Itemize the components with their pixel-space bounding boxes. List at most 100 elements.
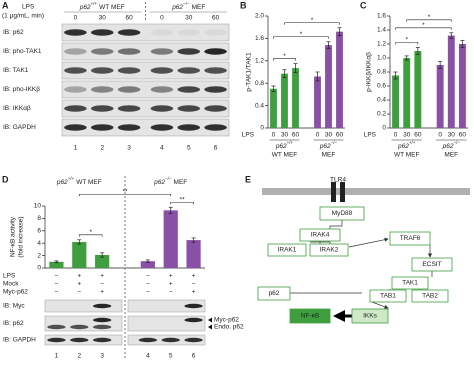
node-label: IRAK2 — [320, 247, 339, 254]
band — [150, 86, 174, 93]
gene: p62 — [319, 143, 331, 150]
band — [177, 86, 201, 93]
condition-value: + — [100, 289, 104, 296]
significance-bracket — [273, 58, 296, 61]
panel-label: E — [245, 174, 251, 184]
gene: p62 — [442, 143, 454, 150]
band — [204, 67, 227, 74]
group-subtitle: WT MEF — [99, 4, 125, 11]
blot-row-label: IB: GAPDH — [3, 124, 36, 131]
group-subtitle: WT MEF — [272, 152, 298, 159]
significance-bracket — [395, 27, 452, 30]
bar — [403, 58, 411, 128]
band-label: Myc-p62 — [214, 317, 239, 324]
gene: p62 — [56, 179, 68, 186]
y-tick-label: 2 — [37, 252, 41, 259]
x-tick-label: 30 — [325, 132, 333, 139]
error-bar — [282, 69, 287, 78]
band — [184, 317, 203, 323]
error-bar — [191, 237, 196, 243]
y-tick-label: 0.4 — [377, 97, 386, 104]
group-subtitle: MEF — [192, 4, 206, 11]
error-bar — [100, 252, 105, 258]
group-label: p62−/− — [442, 140, 461, 150]
group-label: p62+/+ — [275, 140, 294, 150]
significance-bracket — [78, 193, 172, 197]
x-tick-label: 0 — [438, 132, 442, 139]
band — [117, 86, 141, 93]
node-box — [411, 257, 453, 272]
x-tick-label: 30 — [403, 132, 411, 139]
node-label: IRAK4 — [311, 232, 330, 239]
node-label: ECSIT — [422, 261, 441, 268]
x-tick-label: 30 — [281, 132, 289, 139]
band — [70, 324, 89, 330]
band — [177, 105, 201, 112]
gene: p62 — [397, 143, 409, 150]
band — [93, 337, 112, 343]
genotype: +/+ — [91, 1, 98, 6]
group-subtitle: MEF — [444, 152, 458, 159]
error-bar — [438, 61, 443, 69]
bar — [281, 73, 288, 128]
y-tick-label: 0 — [37, 265, 41, 272]
bar — [95, 254, 110, 268]
significance-label: * — [300, 31, 303, 38]
x-tick-label: 0 — [272, 132, 276, 139]
node-label: TRAF6 — [400, 235, 421, 242]
lane-number: 2 — [77, 353, 81, 360]
error-bar — [54, 260, 59, 264]
node-box — [289, 308, 331, 324]
gene: p62 — [153, 179, 165, 186]
error-bar — [315, 71, 320, 82]
lane-number: 3 — [127, 145, 131, 152]
node-label: IRAK1 — [278, 247, 297, 254]
group-label: p62−/−MEF — [171, 1, 205, 11]
lane-number: 5 — [169, 353, 173, 360]
panel-label: B — [240, 0, 247, 10]
band — [64, 67, 87, 74]
y-tick-label: 0.6 — [377, 83, 386, 90]
significance-label: * — [422, 22, 425, 29]
y-tick-label: 1.4 — [377, 27, 386, 34]
significance-label: * — [405, 37, 408, 44]
bar — [186, 240, 201, 268]
condition-value: + — [169, 281, 173, 288]
band — [117, 105, 141, 112]
band — [90, 67, 114, 74]
x-tick-label: 60 — [414, 132, 422, 139]
significance-label: ** — [180, 196, 186, 203]
blot — [44, 299, 123, 313]
condition-value: − — [146, 281, 150, 288]
error-bar — [415, 47, 420, 55]
error-bar — [337, 27, 342, 36]
y-axis-label: p-TAK1/TAK1 — [246, 52, 253, 92]
condition-value: − — [77, 289, 81, 296]
group-subtitle: WT MEF — [394, 152, 420, 159]
node-label: NF-κB — [301, 313, 319, 320]
y-axis-label: (fold increase) — [18, 216, 25, 257]
node-label: TAK1 — [402, 280, 418, 287]
condition-value: − — [55, 289, 59, 296]
bar — [270, 88, 277, 128]
link — [329, 220, 343, 230]
band — [117, 67, 141, 74]
receptor-label: TLR4 — [330, 177, 346, 184]
significance-label: * — [89, 229, 92, 236]
bar — [458, 44, 466, 128]
node-box — [389, 231, 431, 246]
error-bar — [404, 55, 409, 61]
x-tick-label: 60 — [459, 132, 467, 139]
lane-number: 4 — [160, 145, 164, 152]
band — [70, 337, 89, 343]
y-tick-label: 0 — [260, 125, 264, 132]
node-box — [319, 206, 365, 221]
significance-label: ** — [122, 188, 128, 195]
band-pointer — [208, 324, 212, 330]
node-label: IKKs — [363, 313, 377, 320]
blot — [127, 299, 206, 313]
bar — [447, 35, 455, 128]
node-box — [257, 286, 291, 301]
genotype: −/− — [165, 176, 172, 181]
x-tick-label: 30 — [448, 132, 456, 139]
